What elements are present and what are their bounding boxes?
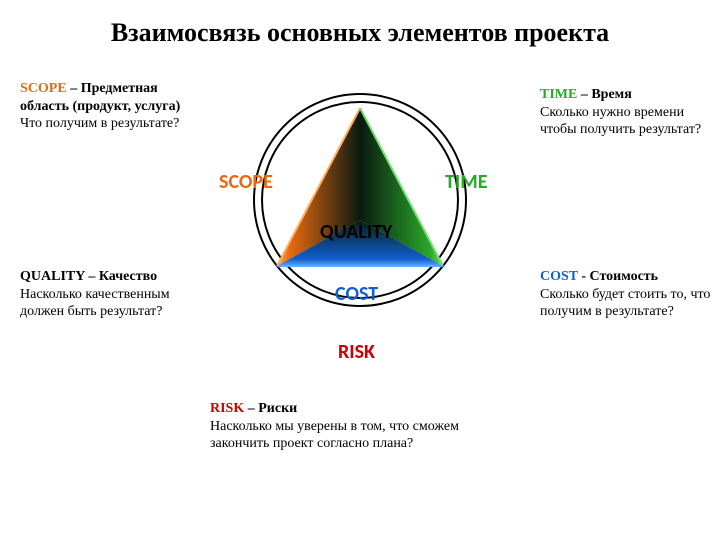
annot-scope: SCOPE – Предметная область (продукт, усл… <box>20 80 210 133</box>
annot-time-term: TIME – Время <box>540 87 632 102</box>
annot-risk-desc: Насколько мы уверены в том, что сможем з… <box>210 419 459 452</box>
annot-scope-term: SCOPE – Предметная область (продукт, усл… <box>20 81 180 114</box>
annot-quality-desc: Насколько качественным должен быть резул… <box>20 287 170 320</box>
annot-quality: QUALITY – Качество Насколько качественны… <box>20 268 210 321</box>
annot-risk-term: RISK – Риски <box>210 401 297 416</box>
triangle-diagram: SCOPE TIME QUALITY COST RISK <box>235 90 485 350</box>
annot-time-desc: Сколько нужно времени чтобы получить рез… <box>540 105 701 138</box>
annot-cost-desc: Сколько будет стоить то, что получим в р… <box>540 287 710 320</box>
annot-risk: RISK – Риски Насколько мы уверены в том,… <box>210 400 520 453</box>
annot-scope-desc: Что получим в результате? <box>20 116 179 131</box>
page-title: Взаимосвязь основных элементов проекта <box>0 18 720 48</box>
label-cost: COST <box>335 282 378 306</box>
label-quality: QUALITY <box>320 220 392 244</box>
annot-cost: COST - Стоимость Сколько будет стоить то… <box>540 268 720 321</box>
annot-cost-term: COST - Стоимость <box>540 269 658 284</box>
label-risk: RISK <box>338 340 375 364</box>
annot-quality-term: QUALITY – Качество <box>20 269 157 284</box>
annot-time: TIME – Время Сколько нужно времени чтобы… <box>540 86 720 139</box>
label-scope: SCOPE <box>219 170 273 194</box>
label-time: TIME <box>445 170 487 194</box>
